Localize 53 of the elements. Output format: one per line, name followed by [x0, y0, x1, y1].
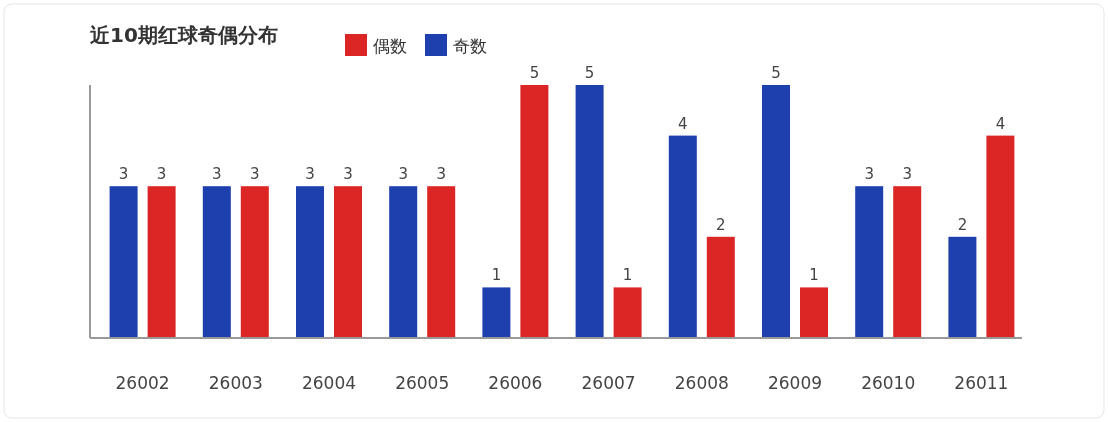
data-label: 5	[584, 64, 595, 82]
data-label: 2	[716, 215, 726, 234]
x-tick-label: 26006	[488, 373, 543, 393]
bar	[240, 186, 269, 338]
bar	[109, 186, 138, 338]
bar	[202, 186, 231, 338]
data-label: 1	[809, 266, 819, 285]
bar	[893, 186, 922, 338]
data-label: 4	[995, 114, 1006, 133]
x-tick-label: 26004	[301, 373, 357, 393]
data-label: 3	[212, 165, 222, 184]
bar	[762, 85, 790, 338]
data-label: 1	[491, 266, 502, 285]
bar	[706, 236, 735, 338]
data-label: 3	[398, 165, 408, 184]
bar	[855, 186, 884, 338]
data-label: 3	[305, 165, 315, 184]
bar	[948, 236, 977, 338]
data-label: 1	[622, 266, 633, 285]
bar	[296, 186, 324, 338]
legend-label: 奇数	[453, 36, 487, 56]
data-label: 3	[902, 165, 912, 184]
x-tick-label: 26009	[767, 373, 823, 393]
bar	[482, 287, 511, 338]
bar	[427, 186, 456, 338]
bar	[986, 135, 1015, 338]
bar	[575, 85, 604, 338]
x-tick-label: 26003	[208, 373, 263, 393]
x-tick-label: 26008	[674, 373, 729, 393]
data-label: 3	[436, 165, 446, 184]
legend-label: 偶数	[373, 36, 407, 56]
data-label: 2	[957, 215, 968, 234]
bar	[147, 186, 176, 338]
x-tick-label: 26010	[861, 373, 916, 393]
data-label: 4	[678, 114, 688, 133]
bar	[520, 85, 549, 338]
data-label: 3	[250, 165, 260, 184]
x-tick-label: 26005	[395, 373, 450, 393]
bar	[613, 287, 642, 338]
data-label: 3	[343, 165, 353, 184]
data-label: 5	[771, 64, 781, 82]
x-tick-label: 26011	[954, 373, 1009, 393]
bar	[334, 186, 362, 338]
x-tick-label: 26007	[581, 373, 636, 393]
data-label: 3	[118, 165, 129, 184]
x-tick-label: 26002	[115, 373, 170, 393]
data-label: 5	[529, 64, 540, 82]
chart-title: 近10期红球奇偶分布	[89, 23, 278, 47]
data-label: 3	[156, 165, 167, 184]
bar	[800, 287, 828, 338]
data-label: 3	[864, 165, 874, 184]
bar	[389, 186, 418, 338]
bar	[668, 135, 697, 338]
